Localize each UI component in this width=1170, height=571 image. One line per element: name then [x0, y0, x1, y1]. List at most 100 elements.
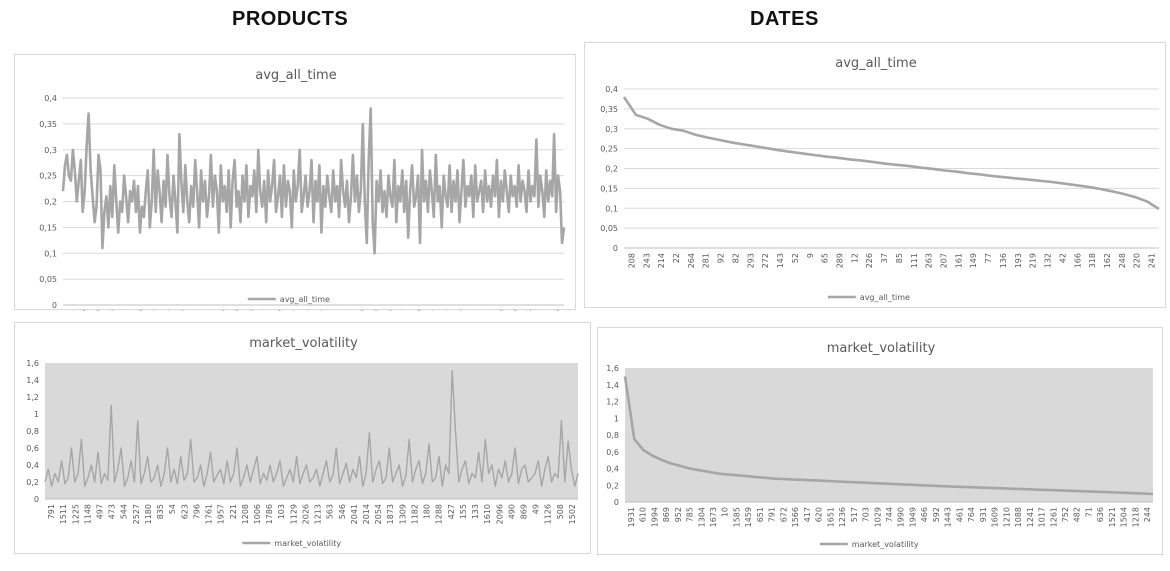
chart-svg: market_volatility 0 0,2 0,4 0,6 0,8 1 1,2 1,4 1,6… [606, 341, 1154, 549]
x-tick-label: 37 [122, 310, 131, 311]
x-tick-label: 1182 [410, 504, 419, 524]
x-tick-label: 1017 [1038, 507, 1047, 527]
chart-dates-avg: avg_all_time 0 0,05 0,1 0,15 0,2 0,25 0,3 0,35 0,… [584, 42, 1166, 308]
x-tick-label: 791 [768, 507, 777, 522]
x-tick-label: 417 [803, 507, 812, 522]
x-tick-label: 143 [776, 253, 785, 268]
x-tick-label: 1610 [483, 504, 492, 524]
y-tick-label: 0,1 [605, 204, 618, 213]
x-tick-label: 219 [1029, 253, 1038, 268]
x-tick-label: 281 [702, 253, 711, 268]
heading-dates: DATES [750, 8, 819, 30]
x-tick-label: 544 [120, 504, 129, 519]
x-tick-label: 244 [442, 310, 451, 311]
x-tick-label: 2014 [362, 504, 371, 524]
x-tick-label: 243 [642, 253, 651, 268]
x-tick-label: 1443 [944, 507, 953, 527]
x-tick-label: 1990 [897, 507, 906, 527]
y-tick-label: 1,4 [606, 381, 619, 390]
x-tick-label: 37 [880, 253, 889, 263]
x-tick-label: 672 [779, 507, 788, 522]
chart-title: market_volatility [249, 336, 358, 351]
y-tick-label: 0,6 [606, 448, 619, 457]
x-tick-label: 262 [470, 310, 479, 311]
x-tick-label: 289 [511, 310, 520, 311]
y-tick-label: 0,25 [600, 145, 618, 154]
x-tick-label: 1585 [732, 507, 741, 527]
x-tick-label: 563 [326, 504, 335, 519]
x-tick-label: 190 [358, 310, 367, 311]
x-tick-label: 220 [1133, 253, 1142, 268]
y-tick-label: 1,4 [26, 376, 39, 385]
x-tick-label: 952 [674, 507, 683, 522]
y-tick-label: 0,05 [39, 275, 57, 284]
x-tick-label: 1786 [265, 504, 274, 524]
x-tick-label: 2054 [374, 504, 383, 524]
chart-title: avg_all_time [835, 56, 916, 71]
x-tick-label: 508 [556, 504, 565, 519]
x-tick-label: 248 [1118, 253, 1127, 268]
x-tick-label: 1949 [908, 507, 917, 527]
x-tick-label: 149 [969, 253, 978, 268]
x-tick-label: 10 [80, 310, 89, 311]
x-tick-label: 744 [885, 507, 894, 522]
x-tick-label: 289 [835, 253, 844, 268]
x-tick-label: 651 [756, 507, 765, 522]
y-tick-label: 0,15 [600, 184, 618, 193]
x-tick-label: 623 [180, 504, 189, 519]
x-tick-label: 1761 [205, 504, 214, 524]
chart-svg: avg_all_time 0 0,05 0,1 0,15 0,2 0,25 0,3 0,35 0,… [600, 56, 1160, 302]
series-line [61, 107, 566, 255]
x-tick-label: 193 [1014, 253, 1023, 268]
x-tick-label: 136 [275, 310, 284, 311]
series-line [622, 96, 1160, 211]
x-tick-label: 298 [525, 310, 534, 311]
y-tick-label: 0,35 [600, 105, 618, 114]
x-tick-label: 490 [507, 504, 516, 519]
x-tick-label: 92 [717, 253, 726, 263]
y-tick-label: 0,3 [605, 125, 618, 134]
x-tick-label: 85 [895, 253, 904, 263]
x-tick-label: 1673 [709, 507, 718, 527]
x-tick-label: 280 [497, 310, 506, 311]
x-tick-label: 1957 [217, 504, 226, 524]
x-tick-label: 1304 [697, 507, 706, 527]
x-tick-label: 1 [66, 310, 75, 311]
x-tick-label: 180 [423, 504, 432, 519]
x-tick-label: 55 [149, 310, 158, 311]
x-tick-label: 235 [428, 310, 437, 311]
y-tick-label: 0,8 [606, 431, 619, 440]
x-tick-label: 1502 [568, 504, 577, 524]
y-tick-label: 1 [34, 410, 39, 419]
x-tick-label: 497 [96, 504, 105, 519]
x-tick-label: 64 [163, 310, 172, 311]
x-tick-label: 271 [483, 310, 492, 311]
x-tick-label: 82 [191, 310, 200, 311]
x-tick-label: 869 [519, 504, 528, 519]
y-tick-label: 0,6 [26, 444, 39, 453]
x-tick-label: 636 [1096, 507, 1105, 522]
chart-title: market_volatility [827, 341, 936, 356]
x-tick-label: 1148 [83, 504, 92, 524]
x-tick-label: 9 [806, 253, 815, 258]
x-tick-label: 1236 [838, 507, 847, 527]
x-tick-label: 1006 [253, 504, 262, 524]
y-tick-label: 0,1 [44, 249, 57, 258]
x-tick-label: 111 [910, 253, 919, 268]
x-tick-label: 65 [821, 253, 830, 263]
x-tick-label: 100 [219, 310, 228, 311]
x-tick-label: 703 [862, 507, 871, 522]
y-tick-label: 0,4 [26, 461, 39, 470]
x-tick-label: 272 [761, 253, 770, 268]
chart-products-avg: avg_all_time 0 0,05 0,1 0,15 0,2 0,25 0,3 0,35 0,… [14, 54, 576, 311]
y-tick-label: 0,2 [605, 165, 618, 174]
y-tick-label: 1,6 [606, 364, 619, 373]
legend-label: market_volatility [852, 540, 919, 549]
x-tick-label: 1511 [59, 504, 68, 524]
x-tick-label: 77 [984, 253, 993, 263]
x-tick-label: 161 [954, 253, 963, 268]
x-tick-label: 226 [414, 310, 423, 311]
x-tick-label: 318 [1088, 253, 1097, 268]
x-tick-label: 791 [47, 504, 56, 519]
x-tick-label: 162 [1103, 253, 1112, 268]
